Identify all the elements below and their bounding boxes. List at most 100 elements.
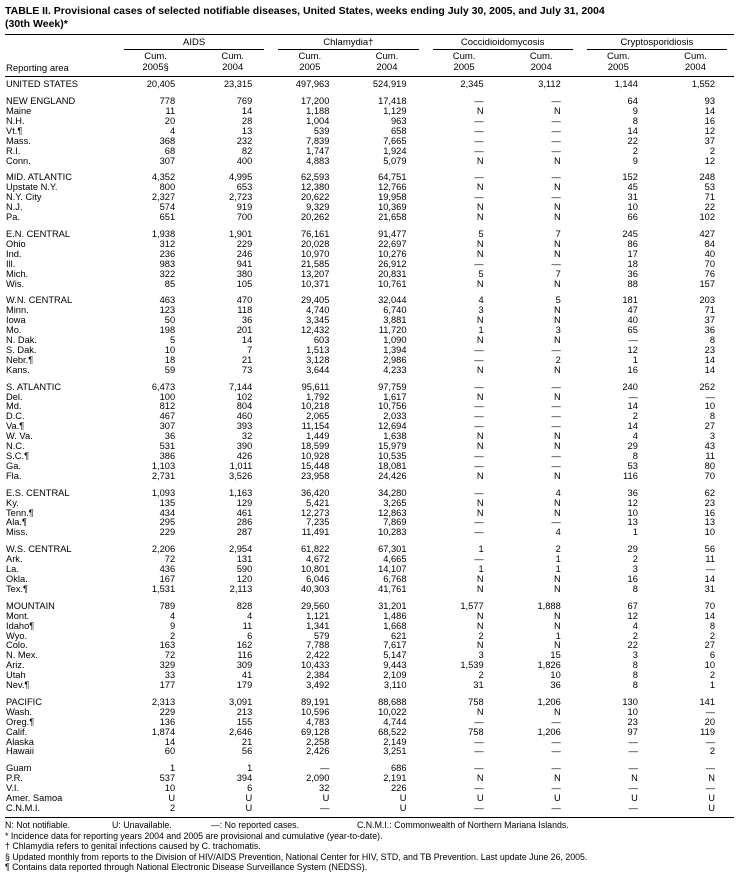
value-cell: 621 [390,630,407,641]
table-row: Miss. 229 287 11,491 10,283 — 4 1 10 [5,527,734,538]
value-cell: 36 [550,680,561,691]
col-header-chlamydia-cum-2004: Cum. 2004 [348,50,426,78]
table-row: Hawaii 60 56 2,426 3,251 — — — 2 [5,747,734,757]
value-cell: 1 [555,630,561,641]
value-cell: 400 [236,155,253,166]
table-row: Ariz. 329 309 10,433 9,443 1,539 1,826 8 10 [5,660,734,671]
value-cell: — [551,451,561,461]
value-cell: 1,121 [306,610,330,621]
table-row: Wash. 229 213 10,596 10,022 N N 10 — [5,706,734,718]
value-cell: 8 [709,335,715,346]
value-cell: 14 [704,354,715,365]
value-cell: — [474,411,484,422]
value-cell: — [705,706,715,717]
value-cell: N [554,773,561,784]
value-cell: N [554,305,561,316]
value-cell: 40 [704,248,715,259]
table-row: S. ATLANTIC 6,473 7,144 95,611 97,759 — — 240 25… [5,382,734,393]
value-cell: 309 [236,660,253,671]
value-cell: 286 [236,517,253,528]
value-cell: U [708,803,715,813]
value-cell: 67,301 [378,544,407,555]
reporting-area-cell: N.Y. City [6,193,42,203]
sub-header-row: Cum. 2005§ Cum. 2004 Cum. 2005 Cum. 2004… [5,50,734,78]
reporting-area-cell: P.R. [6,774,23,784]
value-cell: 16 [704,115,715,126]
value-cell: — [551,783,561,794]
value-cell: N [554,212,561,223]
table-header: Reporting area AIDS Chlamydia† Coccidioi… [5,34,734,78]
value-cell: — [551,172,561,183]
value-cell: 4 [632,431,638,442]
value-cell: 10,928 [300,451,330,461]
group-header-row: Reporting area AIDS Chlamydia† Coccidioi… [5,34,734,78]
value-cell: 14,107 [378,564,407,575]
reporting-area-cell: Ohio [6,239,26,249]
reporting-area-cell: Wyo. [6,631,28,641]
value-cell: 1 [478,564,484,575]
value-cell: 18 [627,258,638,269]
value-cell: 12,694 [378,421,407,432]
value-cell: — [551,145,561,156]
value-cell: 91,477 [378,228,407,239]
value-cell: 2 [632,411,638,422]
value-cell: 11,154 [301,421,330,432]
value-cell: 17,200 [300,96,330,107]
value-cell: — [474,736,484,747]
value-cell: 15,448 [300,460,330,471]
section-gap-cell [5,538,734,545]
value-cell: 56 [241,746,253,757]
value-cell: 2 [169,803,176,813]
value-cell: 3,881 [383,315,407,326]
reporting-area-cell: Pa. [6,213,20,223]
column-group-chlamydia-label: Chlamydia† [278,37,419,50]
value-cell: 65 [627,325,638,336]
value-cell: 5,421 [306,497,330,508]
value-cell: 10,535 [378,451,407,461]
value-cell: N [554,182,561,193]
value-cell: 8 [632,680,638,691]
value-cell: 232 [236,135,253,146]
value-cell: 129 [236,497,253,508]
value-cell: — [628,783,638,794]
value-cell: N [631,773,638,784]
value-cell: 7,869 [383,517,407,528]
table-row: N. Mex. 72 116 2,422 5,147 3 15 3 6 [5,650,734,661]
value-cell: N [476,507,484,518]
value-cell: 2 [709,630,715,641]
value-cell: N [476,773,484,784]
reporting-area-cell: Wis. [6,279,25,289]
reporting-area-cell: N. Dak. [6,336,37,346]
value-cell: 213 [236,706,253,717]
value-cell: — [474,746,484,757]
value-cell: 10,218 [300,401,330,412]
value-cell: — [551,96,561,107]
value-cell: 93 [704,96,715,107]
value-cell: — [474,354,484,365]
value-cell: 4,995 [228,172,253,183]
value-cell: 62,593 [300,172,330,183]
value-cell: 434 [159,507,176,518]
value-cell: 1,449 [306,431,330,442]
reporting-area-cell: Tex.¶ [6,584,29,594]
value-cell: 10 [627,706,638,717]
value-cell: 8 [632,115,638,126]
reporting-area-cell: Alaska [6,737,34,747]
value-cell: 427 [699,228,715,239]
value-cell: 12 [704,125,715,136]
value-cell: 14 [627,401,638,412]
value-cell: 18,599 [300,441,330,452]
value-cell: — [705,564,715,575]
reporting-area-cell: Ill. [6,259,16,269]
value-cell: — [474,135,484,146]
value-cell: 229 [236,238,253,249]
value-cell: 8 [709,411,715,422]
value-cell: 36,420 [300,487,330,498]
value-cell: 33 [164,670,176,681]
value-cell: N [554,364,561,375]
value-cell: 5,147 [383,650,407,661]
value-cell: 686 [390,763,407,774]
reporting-area-cell: Wash. [6,707,33,717]
value-cell: 1 [478,325,484,336]
table-subtitle: (30th Week)* [5,18,68,30]
